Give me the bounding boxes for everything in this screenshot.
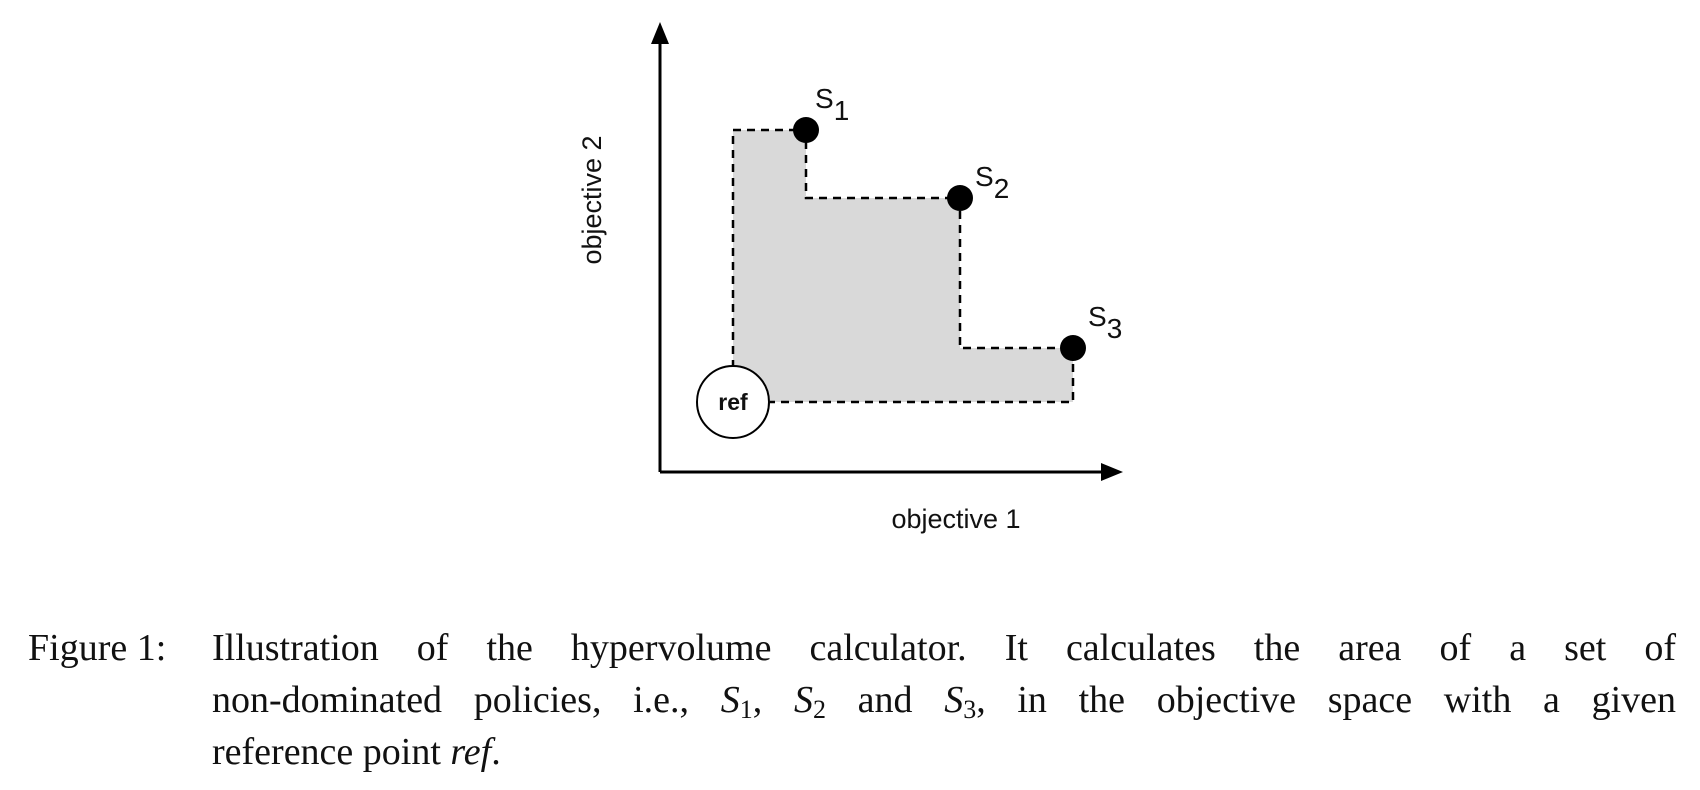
y-axis-arrow-icon [651,22,669,44]
caption-line-3: reference point ref. [212,731,501,773]
hypervolume-diagram: objective 1 objective 2 S1 S2 S3 ref [577,22,1123,534]
y-axis-label: objective 2 [577,135,607,264]
caption-line-1: Illustration of the hypervolume calculat… [212,627,1676,669]
point-s2-label: S2 [975,161,1009,204]
point-s3 [1060,335,1086,361]
point-s2 [947,185,973,211]
caption-line-2: non-dominated policies, i.e., S1, S2 and… [212,679,1676,724]
x-axis-arrow-icon [1101,463,1123,481]
reference-point-label: ref [718,389,748,415]
figure-number: Figure 1: [28,627,167,669]
x-axis-label: objective 1 [891,504,1020,534]
ref-italic: ref [450,731,492,773]
point-s1 [793,117,819,143]
point-s1-label: S1 [815,83,849,126]
hypervolume-region [733,130,1073,402]
point-s3-label: S3 [1088,301,1122,344]
reference-point [696,365,770,439]
